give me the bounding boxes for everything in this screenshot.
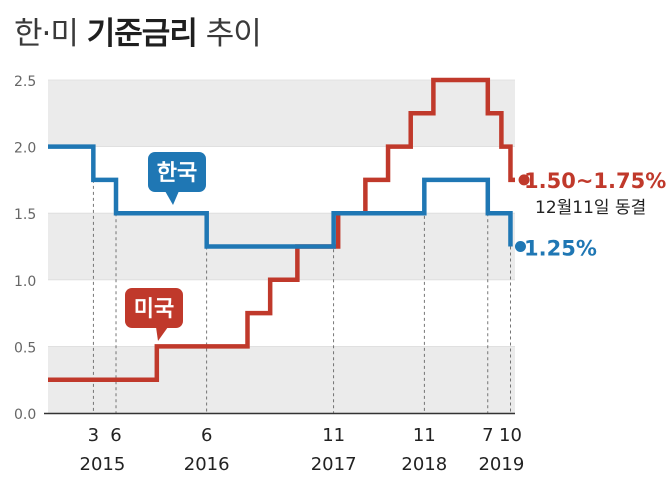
legend-korea-bubble (148, 152, 206, 192)
usa-rate-line (48, 77, 515, 382)
x-month-label: 11 (413, 425, 436, 446)
korea-end-label: 1.25% (524, 237, 597, 261)
x-month-label: 3 (88, 425, 99, 446)
legend-usa-text: 미국 (134, 297, 174, 322)
korea-end-marker (514, 241, 526, 252)
y-tick-label: 1.5 (14, 207, 36, 223)
y-tick-label: 1.0 (14, 274, 36, 290)
background-band (48, 80, 515, 147)
usa-end-label: 1.50~1.75% (524, 169, 666, 193)
x-year-label: 2015 (80, 454, 126, 475)
y-tick-label: 2.5 (14, 74, 36, 90)
legend-usa-bubble (125, 288, 183, 328)
title-part-3: 추이 (205, 16, 262, 52)
y-tick-label: 0.0 (14, 407, 36, 423)
korea-rate-line (48, 144, 513, 249)
legend-korea-text: 한국 (157, 161, 197, 186)
x-year-label: 2016 (184, 454, 230, 475)
x-year-label: 2019 (478, 454, 524, 475)
legend-korea: 한국 (148, 152, 206, 205)
legend-korea-tail (165, 191, 179, 205)
title-part-1: 한·미 (14, 16, 79, 52)
legend-usa-tail (156, 327, 168, 341)
y-tick-label: 2.0 (14, 141, 36, 157)
usa-end-marker (518, 174, 530, 186)
x-month-label: 6 (110, 425, 121, 446)
x-month-label: 11 (322, 425, 345, 446)
x-year-label: 2018 (401, 454, 447, 475)
title-part-2: 기준금리 (86, 16, 198, 52)
x-year-label: 2017 (311, 454, 357, 475)
y-tick-label: 0.5 (14, 340, 36, 356)
page-title: 한·미 기준금리 추이 (14, 14, 262, 54)
x-month-label: 7 (482, 425, 493, 446)
x-month-label: 6 (201, 425, 212, 446)
x-month-label: 10 (499, 425, 522, 446)
usa-end-note: 12월11일 동결 (535, 198, 646, 218)
legend-usa: 미국 (125, 288, 183, 341)
